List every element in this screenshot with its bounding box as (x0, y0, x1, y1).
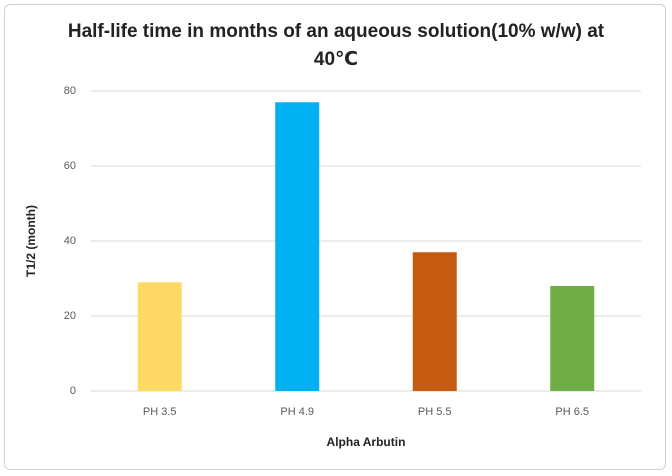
x-axis-title: Alpha Arbutin (327, 435, 406, 449)
x-tick-label: PH 4.9 (280, 406, 314, 418)
y-axis-title: T1/2 (month) (24, 205, 38, 277)
bar (412, 252, 457, 391)
chart-frame (4, 4, 666, 470)
bar (550, 286, 595, 391)
y-tick-label: 20 (64, 310, 76, 322)
y-tick-label: 40 (64, 235, 76, 247)
chart-title: Half-life time in months of an aqueous s… (67, 21, 605, 70)
y-tick-label: 80 (64, 85, 76, 97)
x-tick-label: PH 5.5 (418, 406, 452, 418)
x-tick-label: PH 3.5 (143, 406, 177, 418)
bar (137, 282, 182, 391)
y-tick-label: 60 (64, 160, 76, 172)
x-tick-label: PH 6.5 (555, 406, 589, 418)
y-tick-label: 0 (70, 385, 76, 397)
bar (275, 102, 320, 391)
